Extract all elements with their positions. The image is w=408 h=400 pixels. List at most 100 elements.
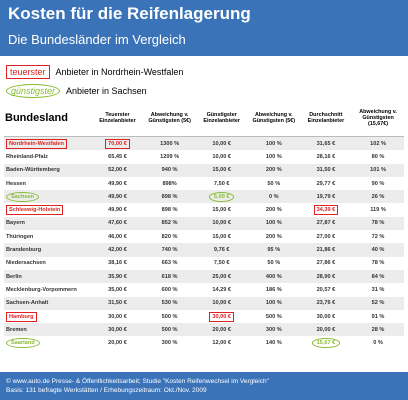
- cell-text: Sachsen-Anhalt: [6, 300, 49, 307]
- cell-text: 25,00 €: [212, 273, 232, 280]
- table-cell: 30,00 €: [91, 310, 143, 323]
- cell-text: Thüringen: [6, 233, 34, 240]
- table-cell: 27,87 €: [299, 216, 353, 231]
- table-cell: Bayern: [4, 216, 92, 231]
- table-row: Mecklenburg-Vorpommern 35,00 € 600 % 14,29 …: [4, 283, 404, 296]
- cell-text: 95 %: [267, 247, 281, 254]
- cell-text: 20,57 €: [316, 286, 336, 293]
- table-cell: 15,67 €: [300, 336, 352, 349]
- cell-text: 200 %: [265, 207, 282, 214]
- table-row: Schleswig-Holstein 49,90 € 898 % 15,00 € 200…: [4, 203, 404, 216]
- table-cell: 52 %: [352, 296, 404, 310]
- cell-text: 898 %: [161, 193, 178, 200]
- column-header: Abweichung v. Günstigsten (5€): [247, 100, 300, 137]
- table-cell: Hessen: [4, 177, 91, 190]
- cell-text: 5,00 €: [208, 191, 235, 202]
- cell-text: 28 %: [371, 326, 385, 333]
- cell-text: Niedersachsen: [6, 260, 46, 267]
- table-row: Hessen 49,90 € 898% 7,50 € 50 % 29,77 € 90 %: [4, 177, 404, 190]
- table-cell: Baden-Württemberg: [4, 163, 92, 177]
- table-cell: 100 %: [247, 296, 300, 310]
- cell-text: 7,50 €: [213, 260, 230, 267]
- cell-text: 40 %: [371, 247, 385, 254]
- cell-text: 49,90 €: [108, 207, 127, 214]
- cell-text: 30,00 €: [209, 311, 235, 322]
- table-cell: 600 %: [144, 283, 196, 296]
- cell-text: 940 %: [161, 167, 178, 174]
- cell-text: 29,77 €: [316, 180, 336, 187]
- cell-text: 0 %: [268, 193, 279, 200]
- table-cell: 898 %: [143, 190, 196, 204]
- table-row: Sachsen-Anhalt 31,50 € 530 % 10,00 € 100 % 23…: [4, 296, 404, 310]
- table-cell: 10,00 €: [195, 296, 248, 310]
- cell-text: 47,60 €: [108, 220, 127, 227]
- cell-text: 31 %: [371, 286, 385, 293]
- cell-text: 663 %: [161, 260, 178, 267]
- cell-text: 27,86 €: [316, 260, 336, 267]
- table-cell: 10,00 €: [195, 216, 248, 231]
- cell-text: 20,00 €: [108, 340, 127, 347]
- cell-text: 46,00 €: [108, 233, 127, 240]
- table-cell: 30,00 €: [196, 310, 248, 323]
- table-cell: 50 %: [248, 257, 300, 270]
- cell-text: 400 %: [265, 273, 282, 280]
- cell-text: 20,00 €: [212, 326, 232, 333]
- table-cell: 20,00 €: [195, 323, 248, 337]
- table-row: Nordrhein-Westfalen 70,00 € 1300 % 10,00 € 1…: [4, 136, 404, 151]
- table-row: Berlin 35,90 € 618 % 25,00 € 400 % 28,90 € 84 …: [4, 269, 404, 284]
- table-cell: 20,00 €: [91, 336, 143, 349]
- cell-text: 27,87 €: [316, 220, 336, 227]
- table-cell: 7,50 €: [196, 257, 248, 270]
- table-cell: 78 %: [352, 257, 404, 270]
- table-cell: Berlin: [4, 269, 92, 284]
- cell-text: Bayern: [6, 220, 25, 227]
- table-cell: 25,00 €: [195, 269, 248, 284]
- table-cell: 35,90 €: [91, 269, 144, 284]
- table-cell: 898%: [144, 177, 196, 190]
- table-cell: 40 %: [352, 243, 404, 257]
- cell-text: 1209 %: [160, 153, 180, 160]
- table-cell: 940 %: [143, 163, 196, 177]
- cell-text: 530 %: [161, 300, 178, 307]
- legend-item: teuerster Anbieter in Nordrhein-Westfalen: [6, 65, 183, 79]
- table-cell: 820 %: [144, 230, 196, 243]
- cell-text: 200 %: [265, 167, 282, 174]
- cell-text: 15,00 €: [212, 233, 232, 240]
- cell-text: 30,00 €: [108, 313, 127, 320]
- column-header: Teuerster Einzelanbieter: [91, 100, 144, 137]
- table-row: Bayern 47,60 € 852 % 10,00 € 100 % 27,87 € 78 …: [4, 216, 404, 231]
- table-cell: 42,00 €: [91, 243, 144, 257]
- table-cell: 5,00 €: [195, 190, 248, 204]
- cell-text: 140 %: [265, 340, 282, 347]
- cell-text: 12,00 €: [212, 340, 232, 347]
- cell-text: 49,90 €: [108, 180, 127, 187]
- table-cell: 35,00 €: [91, 283, 143, 296]
- table-cell: Hamburg: [4, 310, 91, 323]
- cell-text: 31,50 €: [316, 167, 336, 174]
- table-cell: 47,60 €: [91, 216, 144, 231]
- legend-text: Anbieter in Sachsen: [66, 86, 147, 96]
- cell-text: 186 %: [265, 286, 282, 293]
- cell-text: 19,79 €: [316, 193, 336, 200]
- legend-key: teuerster: [6, 65, 50, 79]
- legend-item: günstigster Anbieter in Sachsen: [6, 84, 147, 98]
- cell-text: Baden-Württemberg: [6, 167, 60, 174]
- table-row: Niedersachsen 38,16 € 663 % 7,50 € 50 % 27,86…: [4, 257, 404, 270]
- table-row: Saarland 20,00 € 300 % 12,00 € 140 % 15,67 € 0…: [4, 336, 404, 349]
- cell-text: 10,00 €: [212, 140, 232, 147]
- table-cell: 898 %: [144, 203, 196, 216]
- table-cell: 28,90 €: [299, 269, 353, 284]
- cell-text: 91 %: [371, 313, 385, 320]
- table-cell: 28,16 €: [300, 150, 352, 163]
- cell-text: 0 %: [373, 340, 383, 347]
- table-cell: 15,00 €: [196, 230, 248, 243]
- cell-text: 500 %: [161, 326, 178, 333]
- cell-text: 102 %: [370, 140, 386, 147]
- table-cell: 84 %: [352, 269, 404, 284]
- cell-text: 28,16 €: [316, 153, 336, 160]
- table-cell: 20,00 €: [299, 323, 353, 337]
- table-cell: 31,50 €: [299, 163, 353, 177]
- cell-text: Hessen: [6, 180, 26, 187]
- cell-text: 42,00 €: [108, 247, 127, 254]
